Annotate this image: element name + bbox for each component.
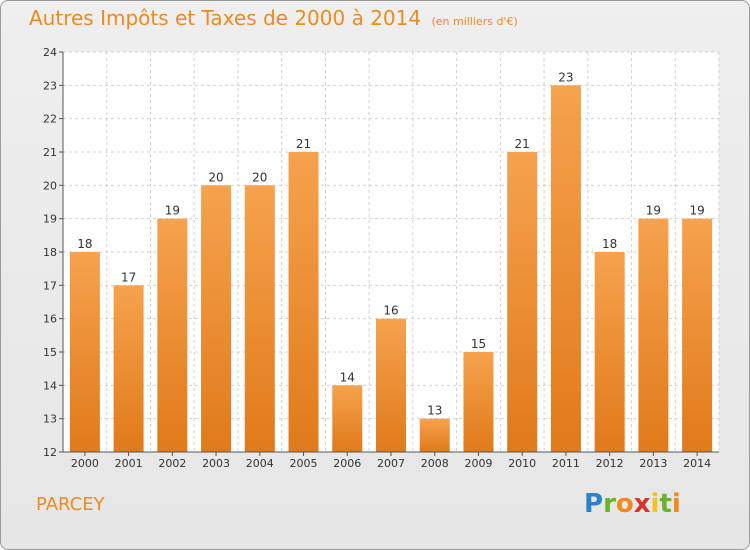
bar-2012 [594,252,625,452]
y-tick-label: 18 [43,246,57,259]
x-tick-label-2007: 2007 [377,457,405,470]
data-label-2010: 21 [515,137,530,151]
x-tick-label-2004: 2004 [246,457,274,470]
y-tick-label: 17 [43,279,57,292]
bar-2001 [113,285,144,452]
x-tick-label-2003: 2003 [202,457,230,470]
x-tick-label-2001: 2001 [115,457,143,470]
y-tick-label: 12 [43,446,57,459]
bar-2006 [332,385,363,452]
y-tick-label: 20 [43,179,57,192]
bar-2013 [638,218,669,452]
bar-2009 [463,352,494,452]
bar-2011 [550,85,581,452]
data-label-2006: 14 [340,370,355,384]
bar-2014 [682,218,713,452]
proxiti-logo: Proxiti [584,489,681,519]
x-tick-label-2006: 2006 [333,457,361,470]
commune-name: PARCEY [36,494,105,515]
x-tick-label-2000: 2000 [71,457,99,470]
data-label-2004: 20 [252,170,267,184]
y-tick-label: 13 [43,413,57,426]
data-label-2000: 18 [77,237,92,251]
data-label-2007: 16 [383,304,398,318]
x-tick-label-2012: 2012 [596,457,624,470]
data-label-2012: 18 [602,237,617,251]
bar-2000 [69,252,100,452]
bar-2005 [288,152,319,452]
bar-2002 [157,218,188,452]
bar-2008 [419,418,450,452]
y-tick-label: 23 [43,79,57,92]
bar-2004 [244,185,275,453]
y-tick-label: 24 [43,46,57,59]
x-tick-label-2014: 2014 [683,457,711,470]
x-tick-label-2002: 2002 [158,457,186,470]
chart-title: Autres Impôts et Taxes de 2000 à 2014 (e… [29,6,518,30]
y-tick-label: 15 [43,346,57,359]
x-tick-label-2011: 2011 [552,457,580,470]
data-label-2002: 19 [165,204,180,218]
data-label-2008: 13 [427,404,442,418]
x-tick-label-2008: 2008 [421,457,449,470]
y-tick-label: 21 [43,146,57,159]
data-label-2009: 15 [471,337,486,351]
data-label-2005: 21 [296,137,311,151]
bar-2003 [201,185,232,453]
y-tick-label: 19 [43,213,57,226]
x-tick-label-2013: 2013 [639,457,667,470]
data-label-2013: 19 [646,204,661,218]
chart-subtitle: (en milliers d'€) [431,15,518,28]
x-tick-label-2010: 2010 [508,457,536,470]
data-label-2011: 23 [558,70,573,84]
x-tick-label-2009: 2009 [464,457,492,470]
chart-title-text: Autres Impôts et Taxes de 2000 à 2014 [29,6,422,30]
y-tick-label: 22 [43,113,57,126]
bar-2010 [507,152,538,452]
y-tick-label: 14 [43,379,57,392]
data-label-2003: 20 [208,170,223,184]
data-label-2001: 17 [121,270,136,284]
y-tick-label: 16 [43,313,57,326]
data-label-2014: 19 [689,204,704,218]
bar-2007 [376,318,406,452]
x-tick-label-2005: 2005 [290,457,318,470]
